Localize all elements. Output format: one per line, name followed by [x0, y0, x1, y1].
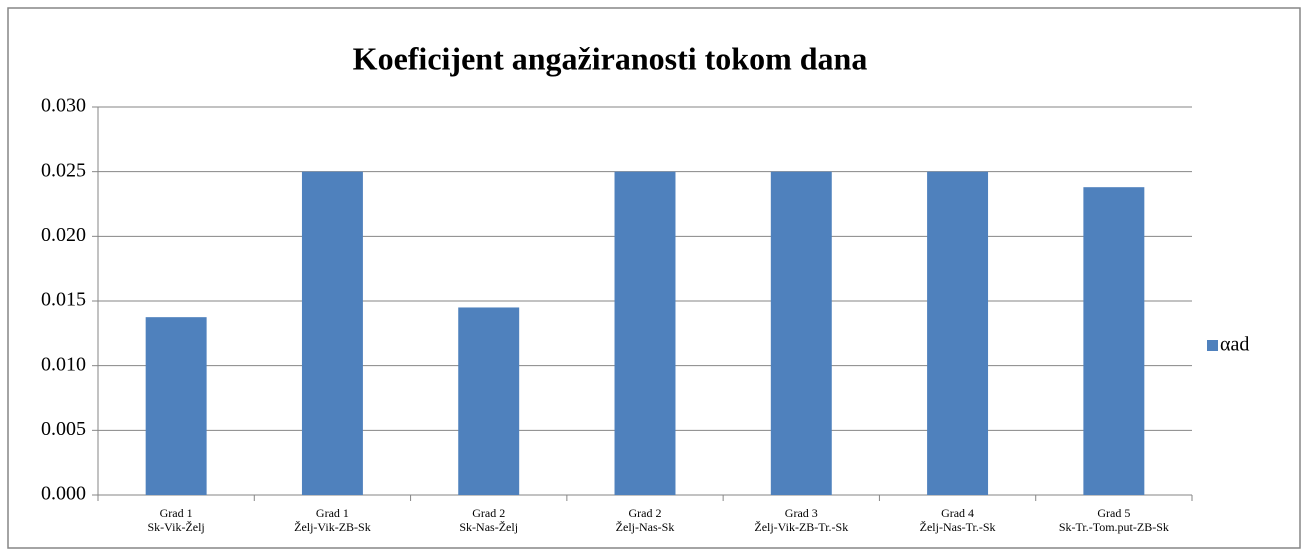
x-tick-label: Želj-Nas-Tr.-Sk: [920, 520, 996, 534]
y-tick-label: 0.030: [41, 95, 86, 117]
bar: [770, 171, 832, 495]
x-tick-label: Grad 3: [785, 506, 818, 520]
x-tick-label: Sk-Nas-Želj: [459, 520, 518, 534]
y-tick-label: 0.015: [41, 289, 86, 311]
x-tick-label: Grad 2: [472, 506, 505, 520]
bar: [614, 171, 676, 495]
bar: [145, 317, 207, 495]
chart-title: Koeficijent angažiranosti tokom dana: [353, 40, 868, 76]
x-tick-label: Sk-Vik-Želj: [148, 520, 205, 534]
legend-swatch: [1207, 340, 1218, 351]
x-tick-label: Grad 5: [1097, 506, 1130, 520]
bar: [927, 171, 989, 495]
y-tick-label: 0.000: [41, 483, 86, 505]
x-tick-label: Grad 1: [316, 506, 349, 520]
x-tick-label: Želj-Vik-ZB-Tr.-Sk: [754, 520, 848, 534]
x-tick-label: Sk-Tr.-Tom.put-ZB-Sk: [1059, 520, 1169, 534]
x-tick-label: Grad 4: [941, 506, 974, 520]
y-tick-label: 0.005: [41, 418, 86, 440]
y-tick-label: 0.025: [41, 159, 86, 181]
y-tick-label: 0.010: [41, 353, 86, 375]
y-tick-label: 0.020: [41, 224, 86, 246]
bar: [458, 307, 520, 495]
bar: [1083, 187, 1145, 496]
bar: [301, 171, 363, 495]
legend-label: αad: [1220, 334, 1249, 356]
x-tick-label: Grad 1: [160, 506, 193, 520]
x-tick-label: Želj-Nas-Sk: [616, 520, 675, 534]
x-tick-label: Želj-Vik-ZB-Sk: [294, 520, 371, 534]
x-tick-label: Grad 2: [629, 506, 662, 520]
